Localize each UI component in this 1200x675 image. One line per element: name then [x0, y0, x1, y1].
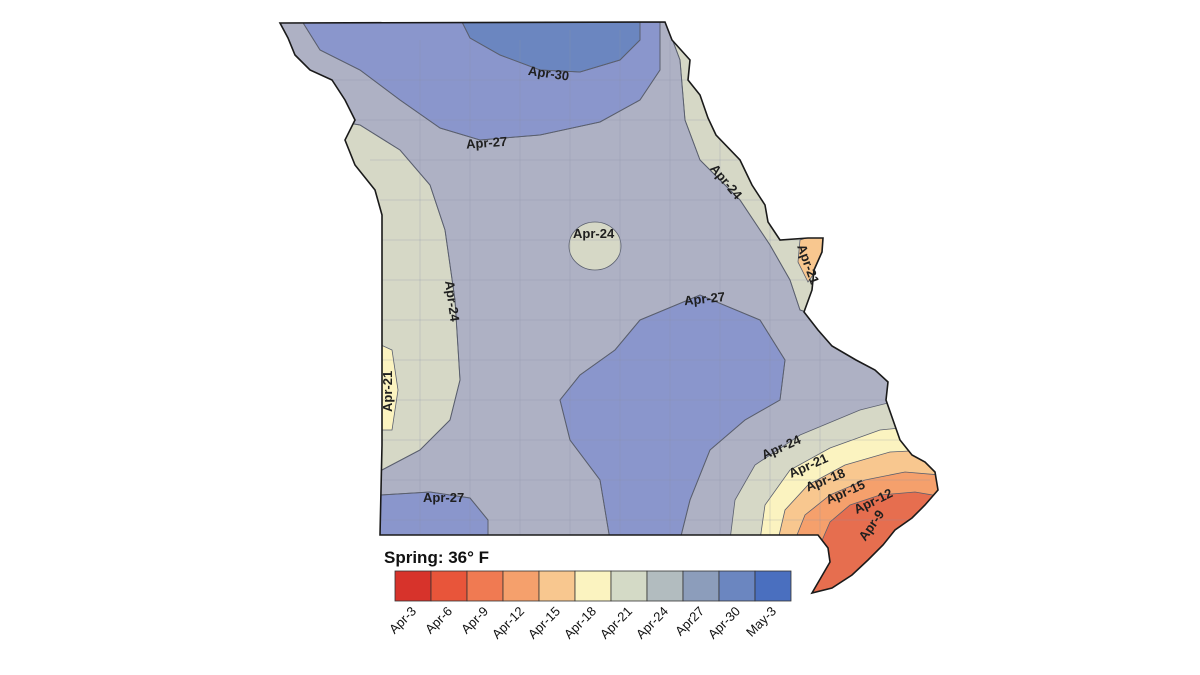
contour-label: Apr-27	[683, 289, 726, 308]
legend-swatch	[466, 570, 504, 602]
legend-swatch	[646, 570, 684, 602]
contour-label: Apr-30	[527, 63, 570, 84]
legend-tick-label: Apr-6	[422, 604, 455, 637]
contour-label: Apr-24	[442, 280, 463, 324]
legend-title-background	[380, 540, 820, 568]
legend-swatch	[394, 570, 432, 602]
legend-swatch	[574, 570, 612, 602]
legend-tick-label: Apr-3	[386, 604, 419, 637]
legend-tick-label: May-3	[743, 604, 779, 640]
contour-label: Apr-21	[380, 371, 395, 412]
legend-tick-label: Apr-12	[489, 604, 527, 642]
state-outline	[278, 21, 939, 595]
legend-tick-label: Apr27	[672, 604, 707, 639]
contour-label: Apr-24	[573, 226, 615, 241]
legend-swatch	[610, 570, 648, 602]
legend-swatch	[502, 570, 540, 602]
contour-label: Apr-27	[466, 134, 508, 152]
legend-tick-label: Apr-24	[633, 604, 671, 642]
legend-tick-label: Apr-9	[458, 604, 491, 637]
legend: Spring: 36° F Apr-3 Apr-6 Apr-9Apr-12Apr-1…	[380, 540, 820, 642]
legend-tick-label: Apr-30	[705, 604, 743, 642]
contour-lines	[299, 22, 831, 541]
legend-swatches	[394, 570, 792, 602]
state-base-fill	[280, 22, 938, 593]
contour-label: Apr-27	[423, 490, 464, 505]
county-boundaries	[290, 30, 930, 535]
legend-swatch	[754, 570, 792, 602]
legend-swatch	[430, 570, 468, 602]
legend-tick-label: Apr-21	[597, 604, 635, 642]
zone-center-apr21	[568, 221, 622, 271]
legend-tick-label: Apr-15	[525, 604, 563, 642]
legend-swatch	[682, 570, 720, 602]
legend-title: Spring: 36° F	[384, 548, 489, 567]
legend-tick-labels: Apr-3 Apr-6 Apr-9Apr-12Apr-15Apr-18Apr-21A…	[386, 604, 779, 642]
legend-tick-label: Apr-18	[561, 604, 599, 642]
legend-swatch	[718, 570, 756, 602]
legend-swatch	[538, 570, 576, 602]
